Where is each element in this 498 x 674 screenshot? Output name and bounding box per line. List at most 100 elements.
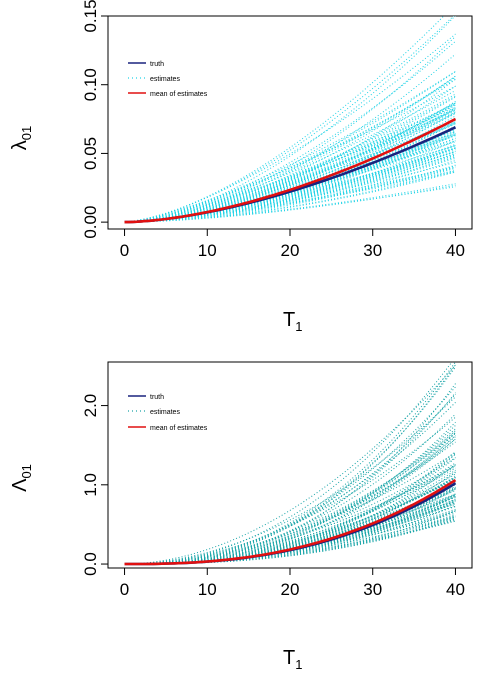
estimate-curve xyxy=(124,510,456,565)
estimate-curve xyxy=(124,131,456,223)
estimate-curve xyxy=(124,362,453,565)
estimate-curve xyxy=(124,489,456,565)
estimate-curve xyxy=(124,112,456,223)
estimate-lines-bottom xyxy=(124,362,456,565)
legend-bottom-truth-label: truth xyxy=(150,394,164,401)
estimate-curve xyxy=(124,425,456,565)
estimate-curve xyxy=(124,166,456,223)
estimate-curve xyxy=(124,515,456,565)
y-axis-top: 0.00 0.05 0.10 0.15 xyxy=(81,0,109,239)
estimate-curve xyxy=(124,364,456,565)
estimate-curve xyxy=(124,70,456,223)
estimate-curve xyxy=(124,482,456,565)
y-axis-title-bottom: Λ01 xyxy=(9,464,34,492)
estimate-curve xyxy=(124,40,456,223)
estimate-curve xyxy=(124,515,456,565)
estimate-curve xyxy=(124,488,456,565)
estimate-curve xyxy=(124,452,456,565)
x-tick-label: 30 xyxy=(363,580,382,599)
estimate-curve xyxy=(124,118,456,223)
estimate-curve xyxy=(124,75,456,223)
y-tick-label: 2.0 xyxy=(81,394,100,418)
chart-bottom: 0 10 20 30 40 0.0 1.0 2.0 truth estimates mean… xyxy=(9,361,473,672)
estimate-curve xyxy=(124,466,456,565)
x-axis-top: 0 10 20 30 40 xyxy=(120,228,465,260)
estimate-curve xyxy=(124,120,456,223)
y-tick-label: 0.05 xyxy=(81,137,100,170)
estimate-curve xyxy=(124,167,456,223)
estimate-curve xyxy=(124,362,456,565)
legend-top-truth-label: truth xyxy=(150,61,164,68)
estimate-curve xyxy=(124,150,456,223)
mean-of-estimates-line xyxy=(124,478,457,566)
estimate-curve xyxy=(124,164,456,223)
estimate-curve xyxy=(124,148,456,223)
y-tick-label: 1.0 xyxy=(81,473,100,497)
plot-frame-bottom xyxy=(107,361,473,569)
estimate-curve xyxy=(124,508,456,565)
estimate-curve xyxy=(124,421,456,565)
estimate-curve xyxy=(124,103,456,223)
estimate-curve xyxy=(124,493,456,565)
estimate-curve xyxy=(124,78,456,223)
estimate-curve xyxy=(124,393,456,565)
x-axis-title-top: T1 xyxy=(283,309,302,334)
legend-top: truth estimates mean of estimates xyxy=(128,61,208,98)
legend-bottom: truth estimates mean of estimates xyxy=(128,394,208,432)
y-tick-label: 0.15 xyxy=(81,0,100,33)
estimate-curve xyxy=(124,482,456,565)
estimate-curve xyxy=(124,494,456,565)
estimate-curve xyxy=(124,495,456,565)
estimate-curve xyxy=(124,118,456,223)
estimate-curve xyxy=(124,493,456,565)
estimate-curve xyxy=(124,150,456,223)
estimate-curve xyxy=(124,102,456,223)
estimate-curve xyxy=(124,170,456,223)
estimate-curve xyxy=(124,90,456,223)
y-axis-bottom: 0.0 1.0 2.0 xyxy=(81,394,109,576)
legend-bottom-mean-label: mean of estimates xyxy=(150,425,208,432)
estimate-curve xyxy=(124,33,456,223)
estimate-curve xyxy=(124,131,456,223)
estimate-curve xyxy=(124,125,456,223)
estimate-curve xyxy=(124,494,456,565)
estimate-curve xyxy=(124,125,456,223)
estimate-curve xyxy=(124,102,456,223)
mean-of-estimates-line xyxy=(124,117,457,224)
y-axis-title-top: λ01 xyxy=(9,126,34,150)
estimate-curve xyxy=(124,113,456,223)
x-tick-label: 0 xyxy=(120,241,129,260)
x-tick-label: 40 xyxy=(446,241,465,260)
estimate-curve xyxy=(124,482,456,565)
estimate-curve xyxy=(124,36,456,223)
estimate-curve xyxy=(124,366,456,565)
x-axis-title-bottom: T1 xyxy=(283,647,302,672)
estimate-curve xyxy=(124,495,456,565)
estimate-curve xyxy=(124,165,456,223)
estimate-curve xyxy=(124,506,456,565)
y-tick-label: 0.00 xyxy=(81,206,100,239)
x-tick-label: 10 xyxy=(198,241,217,260)
estimate-curve xyxy=(124,493,456,565)
estimate-curve xyxy=(124,517,456,565)
estimate-curve xyxy=(124,486,456,565)
estimate-curve xyxy=(124,103,456,223)
estimate-curve xyxy=(124,121,456,223)
legend-top-estimates-label: estimates xyxy=(150,76,180,83)
main-lines-bottom xyxy=(124,478,457,566)
legend-bottom-estimates-label: estimates xyxy=(150,409,180,416)
main-lines-top xyxy=(124,117,457,224)
estimate-curve xyxy=(124,505,456,565)
estimate-curve xyxy=(124,396,456,565)
estimate-curve xyxy=(124,16,456,223)
estimate-curve xyxy=(124,71,456,223)
chart-top: 0 10 20 30 40 0.00 0.05 0.10 0.15 truth estimat… xyxy=(9,0,473,334)
x-tick-label: 30 xyxy=(363,241,382,260)
x-axis-bottom: 0 10 20 30 40 xyxy=(120,567,465,599)
estimate-curve xyxy=(124,16,445,223)
x-tick-label: 40 xyxy=(446,580,465,599)
estimate-curve xyxy=(124,518,456,565)
y-tick-label: 0.0 xyxy=(81,552,100,576)
estimate-curve xyxy=(124,512,456,565)
estimate-curve xyxy=(124,147,456,223)
